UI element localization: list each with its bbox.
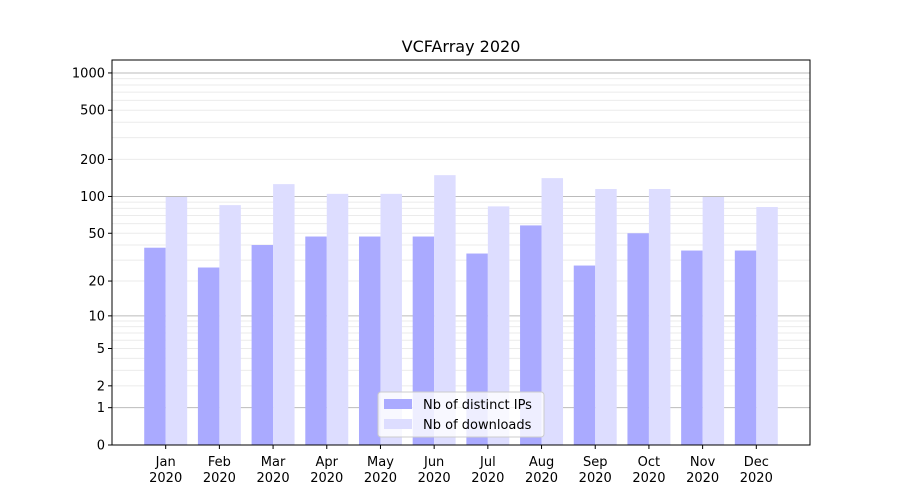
legend-box (377, 391, 545, 438)
y-tick-label: 1000 (72, 66, 105, 81)
bar-downloads (702, 197, 725, 445)
bar-distinct-ips (573, 265, 596, 445)
x-tick-label: May (367, 455, 394, 470)
bar-distinct-ips (251, 245, 274, 445)
bar-distinct-ips (520, 225, 542, 445)
axes-frame (111, 59, 811, 446)
bar-downloads (165, 197, 188, 445)
bar-downloads (487, 206, 510, 445)
bar-downloads (541, 178, 564, 445)
x-tick-label: Mar (261, 455, 286, 470)
x-tick-label: Jun (423, 455, 444, 470)
x-tick-label: Dec (744, 455, 769, 470)
bar-downloads (756, 207, 778, 445)
x-tick-label: 2020 (525, 471, 558, 486)
x-tick-label: Jan (155, 455, 176, 470)
y-tick-label: 10 (88, 309, 105, 324)
bar-distinct-ips (627, 233, 649, 445)
y-tick-label: 50 (88, 227, 105, 242)
x-axis: Jan2020Feb2020Mar2020Apr2020May2020Jun20… (149, 445, 773, 486)
x-tick-label: Feb (208, 455, 231, 470)
bar-downloads (380, 193, 402, 445)
x-tick-label: Nov (690, 455, 716, 470)
chart-title: VCFArray 2020 (402, 37, 521, 56)
x-tick-label: 2020 (310, 471, 343, 486)
legend-label: Nb of downloads (423, 418, 532, 433)
bar-downloads (273, 184, 295, 445)
x-tick-label: 2020 (364, 471, 397, 486)
y-tick-label: 1 (97, 401, 105, 416)
y-axis: 0 1 2 5 10 20 50 100 200 500 1000 (72, 66, 112, 454)
y-tick-label: 200 (80, 153, 105, 168)
x-tick-label: 2020 (418, 471, 451, 486)
y-tick-label: 5 (97, 342, 105, 357)
bar-downloads (434, 175, 456, 446)
bar-distinct-ips (358, 236, 381, 445)
y-tick-label: 0 (97, 439, 105, 454)
x-tick-label: Oct (638, 455, 660, 470)
x-tick-label: 2020 (686, 471, 719, 486)
y-tick-label: 500 (80, 104, 105, 119)
legend-swatch (384, 399, 412, 409)
y-tick-label: 2 (97, 379, 105, 394)
x-tick-label: 2020 (149, 471, 182, 486)
x-tick-label: 2020 (203, 471, 236, 486)
x-tick-label: 2020 (579, 471, 612, 486)
x-tick-label: Apr (316, 455, 339, 470)
x-tick-label: Sep (583, 455, 608, 470)
bar-distinct-ips (734, 250, 757, 445)
y-tick-label: 20 (88, 275, 105, 290)
bar-distinct-ips (305, 236, 327, 445)
bar-distinct-ips (144, 247, 166, 445)
legend-label: Nb of distinct IPs (423, 398, 532, 413)
x-tick-label: Jul (479, 455, 496, 470)
x-tick-label: 2020 (471, 471, 504, 486)
y-tick-label: 100 (80, 190, 105, 205)
x-tick-label: 2020 (632, 471, 665, 486)
bar-downloads (595, 189, 617, 445)
x-tick-label: 2020 (740, 471, 773, 486)
bar-downloads (326, 193, 349, 445)
x-tick-label: Aug (529, 455, 554, 470)
x-tick-label: 2020 (257, 471, 290, 486)
bar-distinct-ips (681, 250, 703, 445)
legend-swatch (384, 419, 412, 429)
bar-downloads (219, 205, 241, 445)
legend: Nb of distinct IPs Nb of downloads (377, 391, 545, 438)
bar-downloads (648, 189, 671, 445)
bar-distinct-ips (197, 267, 220, 445)
